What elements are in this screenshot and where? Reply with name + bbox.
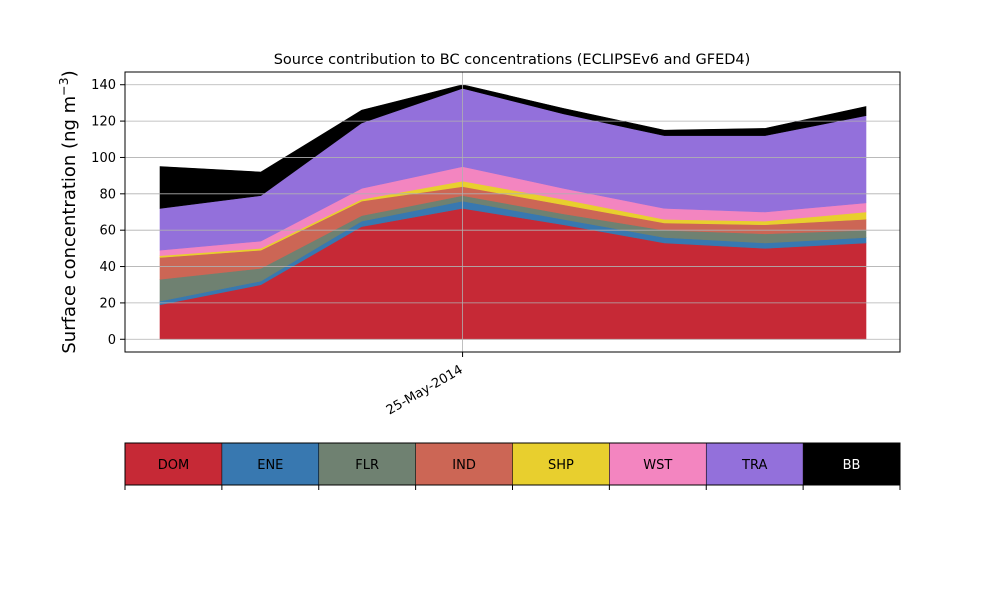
y-tick-label: 60 bbox=[99, 224, 116, 239]
y-tick-label: 20 bbox=[99, 296, 116, 311]
legend-swatch-bb bbox=[803, 443, 900, 485]
y-axis-label-exponent: −3 bbox=[56, 77, 71, 95]
y-axis-label: Surface concentration (ng m−3) bbox=[56, 70, 80, 353]
y-tick-label: 40 bbox=[99, 260, 116, 275]
legend: DOM ENE FLR IND SHP WST TRA BB bbox=[124, 442, 901, 490]
legend-label-ind: IND bbox=[452, 458, 476, 473]
legend-label-bb: BB bbox=[843, 458, 861, 473]
legend-label-shp: SHP bbox=[548, 458, 574, 473]
legend-swatch-dom bbox=[125, 443, 222, 485]
legend-label-dom: DOM bbox=[158, 458, 189, 473]
legend-swatch-shp bbox=[512, 443, 610, 485]
area-bb bbox=[159, 84, 867, 209]
stacked-areas bbox=[159, 84, 867, 340]
legend-label-ene: ENE bbox=[257, 458, 283, 473]
plot-frame bbox=[124, 71, 901, 353]
legend-swatch-tra bbox=[706, 443, 804, 485]
y-tick-label: 0 bbox=[108, 333, 116, 348]
y-axis-label-text: Surface concentration (ng m bbox=[59, 96, 80, 354]
legend-swatch-ind bbox=[415, 443, 513, 485]
y-axis-label-close: ) bbox=[59, 70, 80, 77]
legend-label-flr: FLR bbox=[355, 458, 379, 473]
legend-label-wst: WST bbox=[643, 458, 672, 473]
y-tick-label: 80 bbox=[99, 187, 116, 202]
legend-swatch-wst bbox=[609, 443, 707, 485]
legend-swatch-ene bbox=[221, 443, 319, 485]
y-tick-label: 140 bbox=[91, 78, 116, 93]
y-tick-label: 100 bbox=[91, 151, 116, 166]
chart-title: Source contribution to BC concentrations… bbox=[274, 52, 751, 68]
legend-label-tra: TRA bbox=[741, 458, 767, 473]
grid-lines bbox=[125, 72, 900, 352]
legend-swatch-flr bbox=[318, 443, 416, 485]
y-tick-label: 120 bbox=[91, 115, 116, 130]
x-tick-label: 25-May-2014 bbox=[384, 362, 466, 418]
